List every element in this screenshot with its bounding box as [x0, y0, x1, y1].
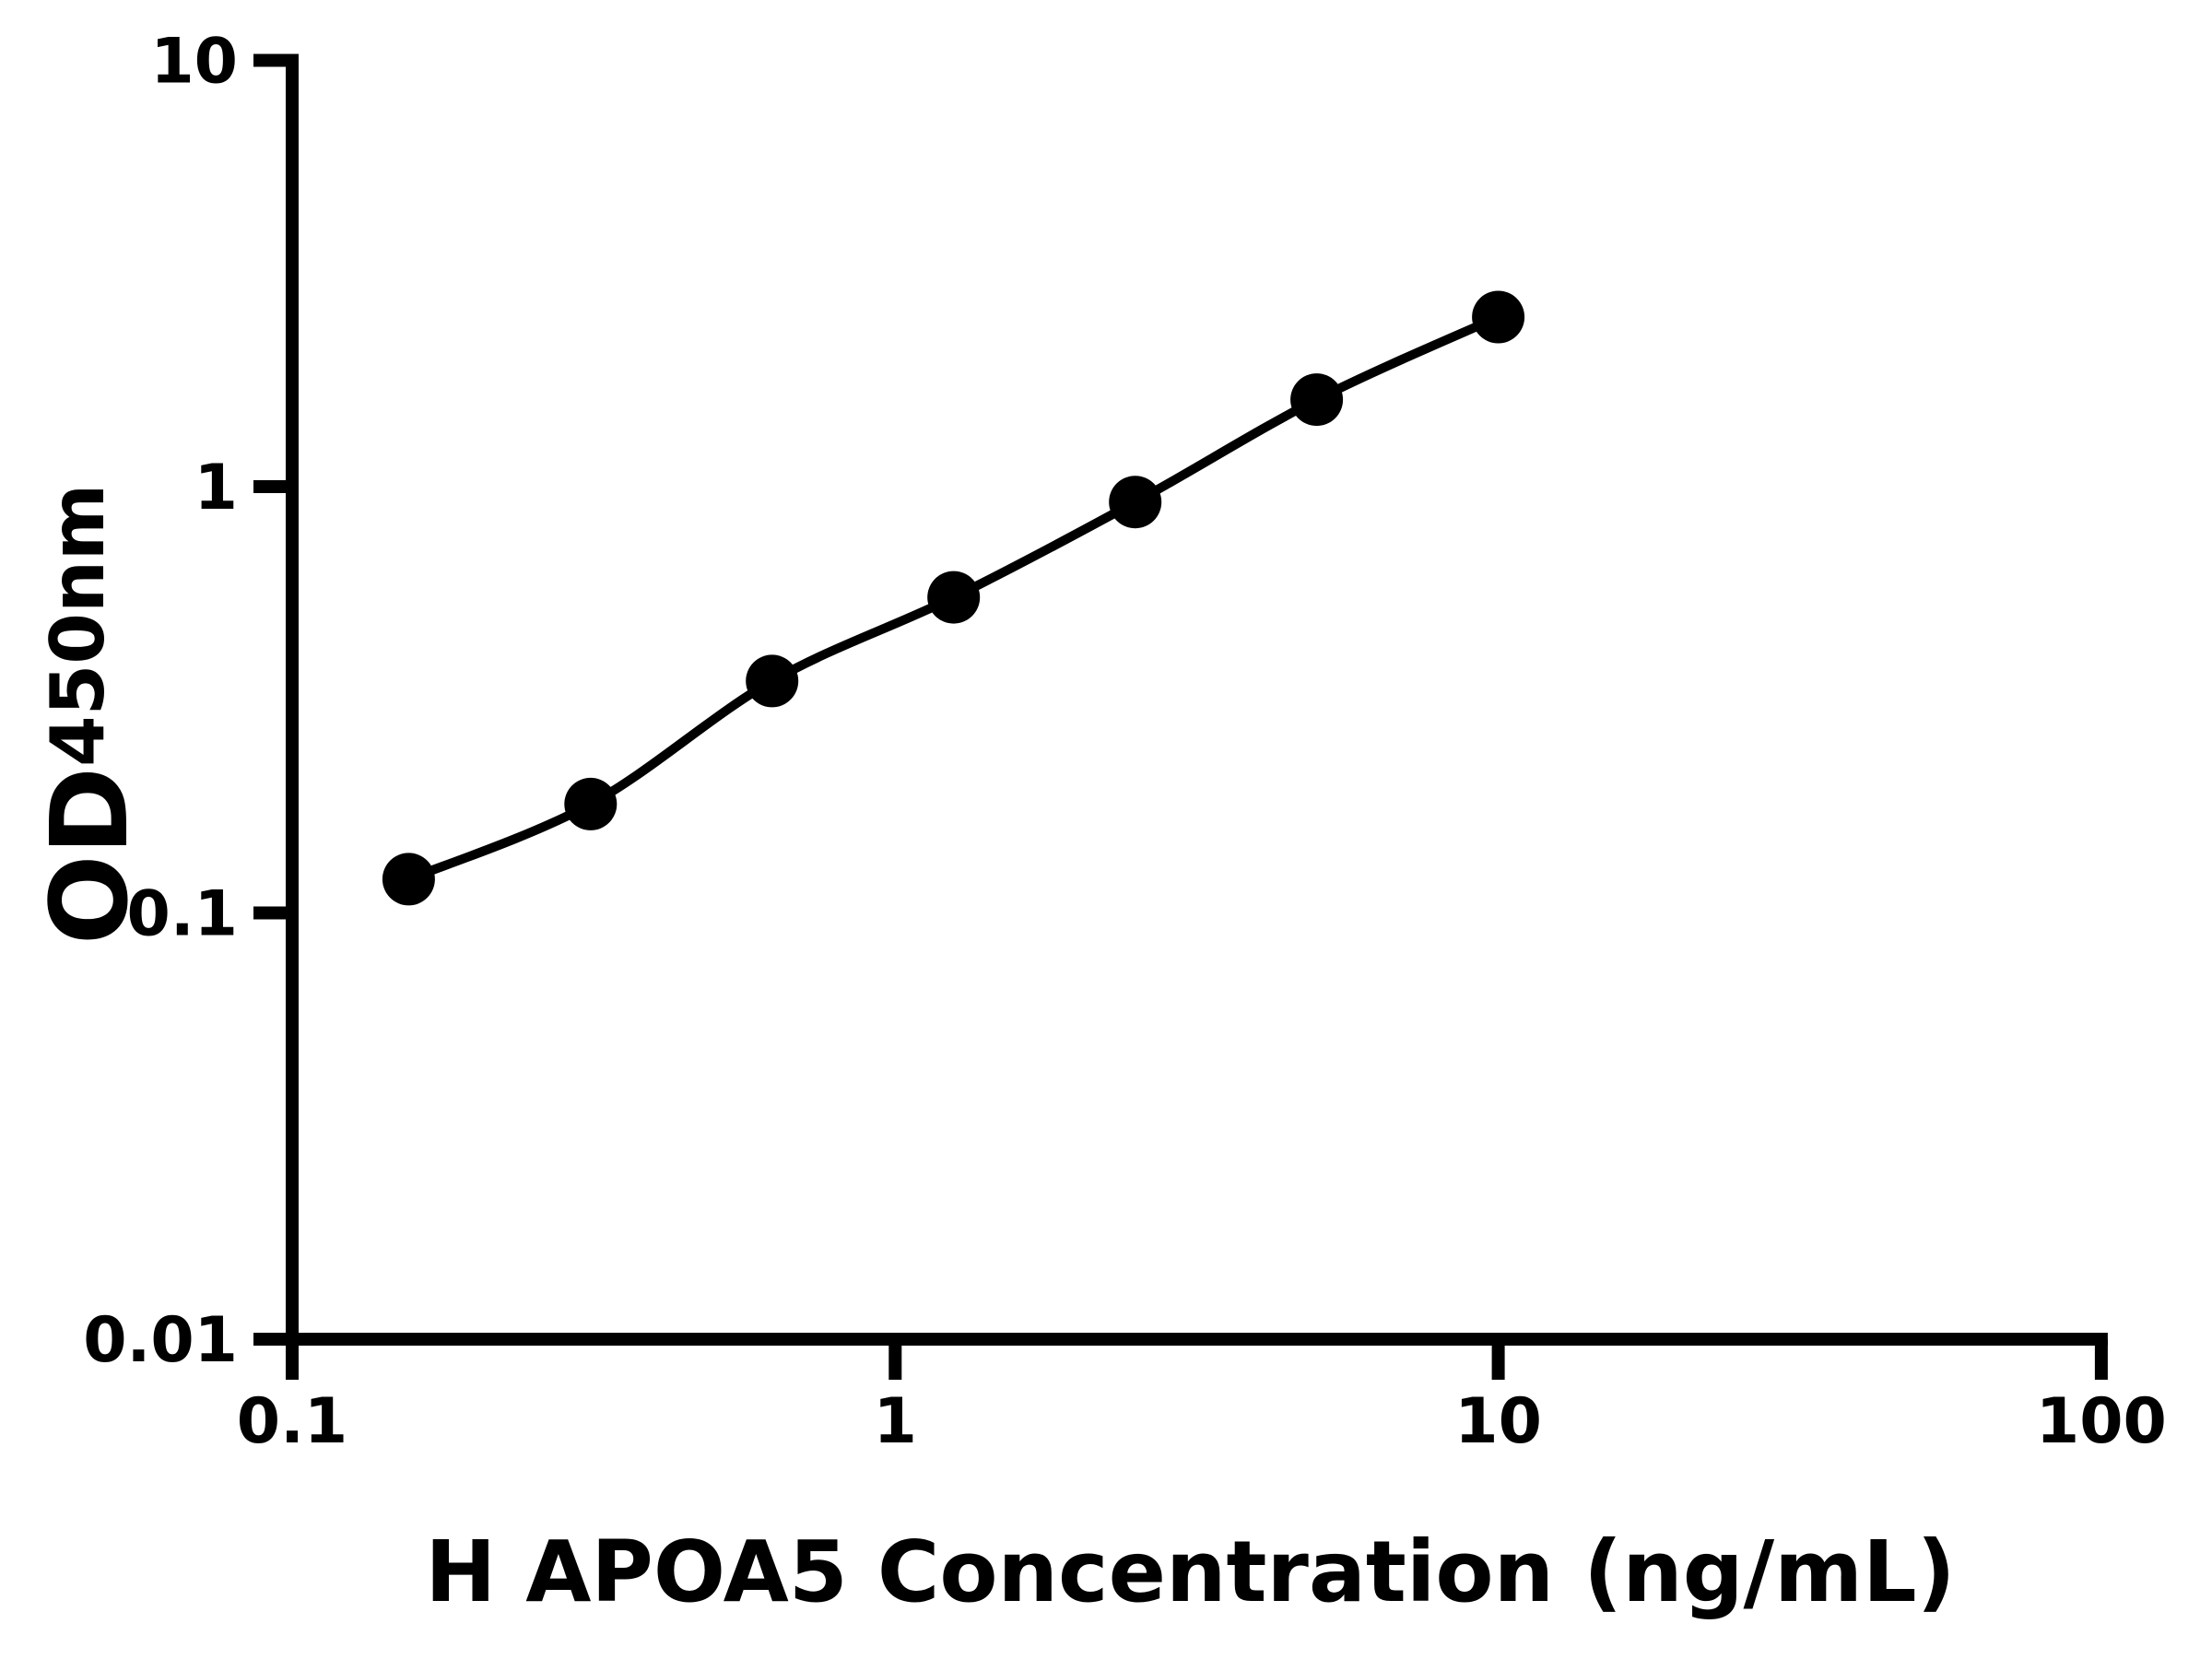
y-axis-title: OD450nm: [29, 484, 152, 946]
y-axis-title-sub: 450nm: [35, 484, 121, 767]
data-point-0: [382, 853, 435, 906]
y-tick-label-0.01: 0.01: [83, 1304, 238, 1377]
y-tick-label-10: 10: [150, 26, 238, 99]
y-tick-label-1: 1: [194, 452, 238, 524]
axis-spines: [286, 53, 2108, 1346]
data-point-1: [564, 777, 618, 830]
data-point-4: [1109, 476, 1162, 529]
y-axis-title-main: OD: [29, 767, 152, 945]
y-tick-label-0.1: 0.1: [127, 878, 238, 951]
x-tick-label-10: 10: [1454, 1385, 1542, 1458]
x-tick-label-100: 100: [2036, 1385, 2167, 1458]
data-point-2: [746, 654, 799, 708]
data-point-6: [1472, 290, 1525, 344]
x-axis-title: H APOA5 Concentration (ng/mL): [425, 1523, 1956, 1621]
data-point-5: [1290, 373, 1344, 427]
x-tick-label-0.1: 0.1: [237, 1385, 347, 1458]
data-point-3: [927, 571, 981, 624]
x-tick-label-1: 1: [874, 1385, 917, 1458]
